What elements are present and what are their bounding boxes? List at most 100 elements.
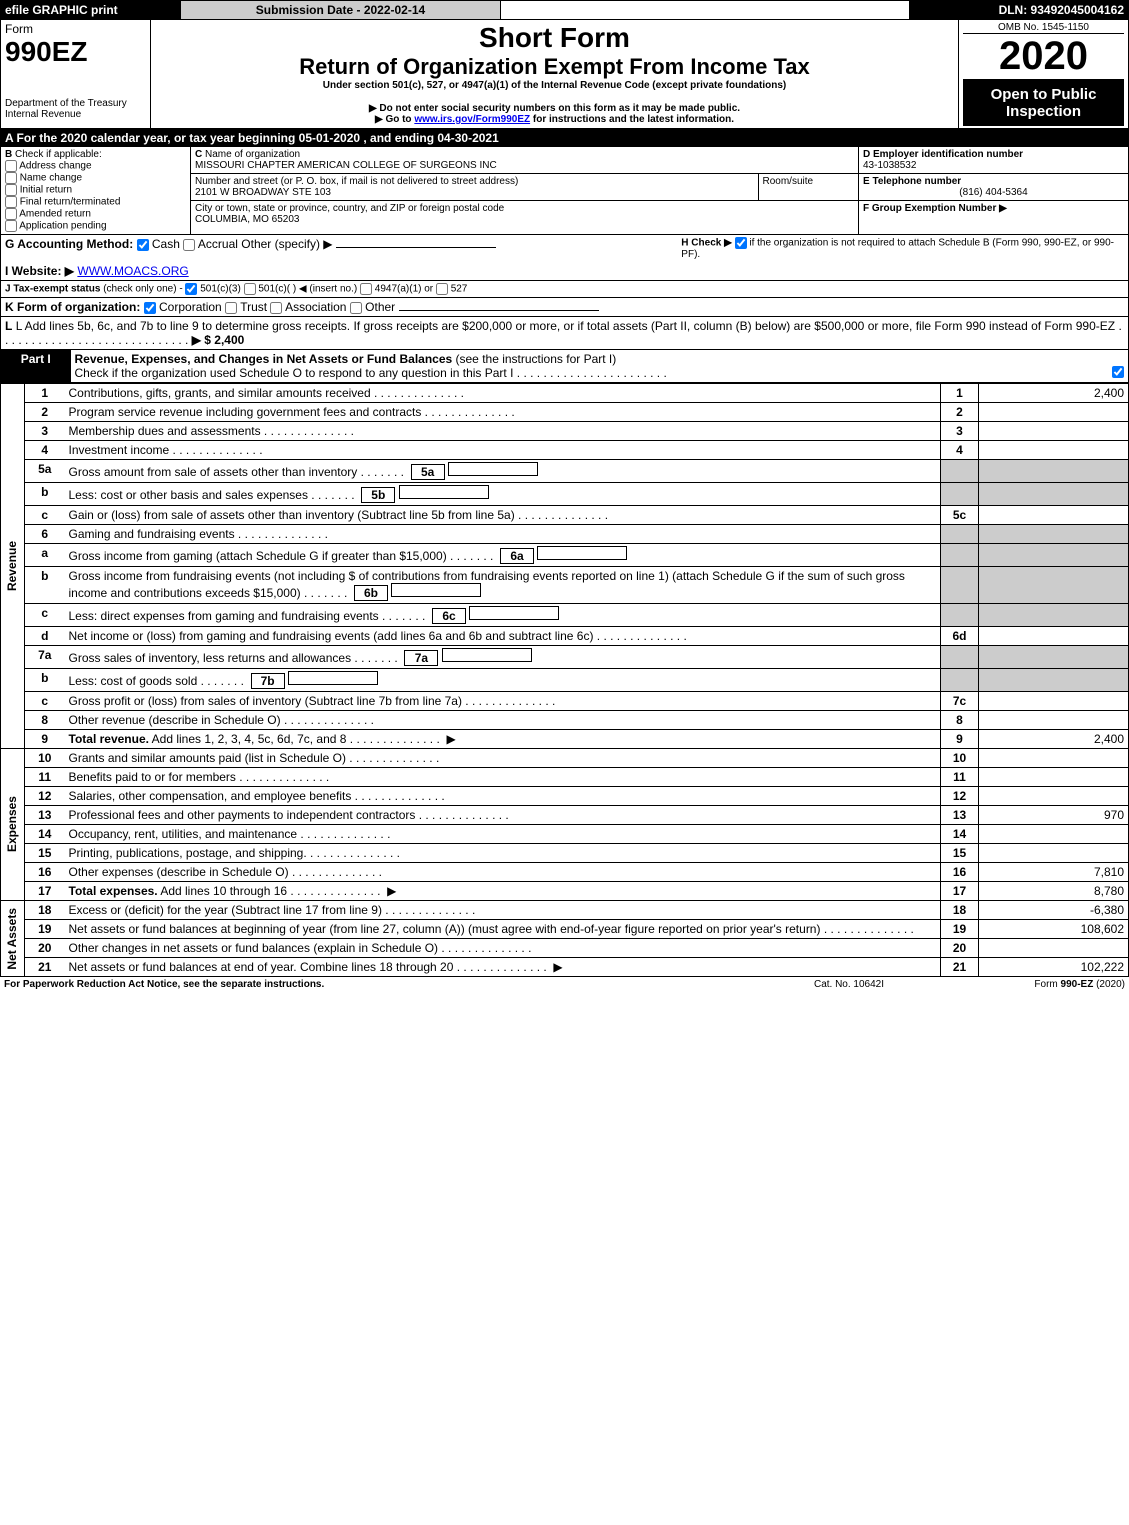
- line-value: [979, 525, 1129, 544]
- j-501c: 501(c)( ) ◀ (insert no.): [258, 284, 357, 295]
- line-ref: 11: [941, 768, 979, 787]
- line-text: Gross income from gaming (attach Schedul…: [65, 544, 941, 567]
- line-text: Less: direct expenses from gaming and fu…: [65, 604, 941, 627]
- line-text: Other changes in net assets or fund bala…: [65, 939, 941, 958]
- line-text: Gross profit or (loss) from sales of inv…: [65, 692, 941, 711]
- cb-trust[interactable]: [225, 302, 237, 314]
- section-label: Expenses: [1, 749, 25, 901]
- cb-corp[interactable]: [144, 302, 156, 314]
- irs-link[interactable]: www.irs.gov/Form990EZ: [414, 114, 530, 125]
- table-row: 21Net assets or fund balances at end of …: [1, 958, 1129, 977]
- line-number: 17: [25, 882, 65, 901]
- form-title: Return of Organization Exempt From Incom…: [155, 54, 954, 80]
- line-text: Professional fees and other payments to …: [65, 806, 941, 825]
- line-value: 7,810: [979, 863, 1129, 882]
- cb-527[interactable]: [436, 283, 448, 295]
- footer-cat: Cat. No. 10642I: [749, 977, 949, 992]
- cb-part1-schedo[interactable]: [1112, 366, 1124, 378]
- opt-amended: Amended return: [5, 208, 186, 220]
- h-pre: H Check ▶: [681, 238, 731, 249]
- j-527: 527: [451, 284, 468, 295]
- l-amount: ▶ $ 2,400: [192, 333, 245, 347]
- opt-address-change: Address change: [5, 160, 186, 172]
- tax-year: 2020: [963, 34, 1124, 80]
- line-ref: 8: [941, 711, 979, 730]
- line-text: Net assets or fund balances at end of ye…: [65, 958, 941, 977]
- line-ref: 13: [941, 806, 979, 825]
- table-row: 12Salaries, other compensation, and empl…: [1, 787, 1129, 806]
- cb-other-org[interactable]: [350, 302, 362, 314]
- other-label: Other (specify) ▶: [241, 237, 332, 251]
- k-label: K Form of organization:: [5, 300, 140, 314]
- section-label: Revenue: [1, 384, 25, 749]
- line-number: 13: [25, 806, 65, 825]
- line-text: Gaming and fundraising events . . . . . …: [65, 525, 941, 544]
- line-value: [979, 768, 1129, 787]
- line-ref: [941, 460, 979, 483]
- cb-amended[interactable]: [5, 208, 17, 220]
- part1-check: Check if the organization used Schedule …: [75, 366, 514, 380]
- table-row: 8Other revenue (describe in Schedule O) …: [1, 711, 1129, 730]
- line-number: 3: [25, 422, 65, 441]
- line-value: 970: [979, 806, 1129, 825]
- line-number: b: [25, 669, 65, 692]
- line-ref: 17: [941, 882, 979, 901]
- line-value: [979, 483, 1129, 506]
- cb-cash[interactable]: [137, 239, 149, 251]
- line-ref: 18: [941, 901, 979, 920]
- table-row: 5aGross amount from sale of assets other…: [1, 460, 1129, 483]
- line-text: Gain or (loss) from sale of assets other…: [65, 506, 941, 525]
- other-input[interactable]: [336, 247, 496, 248]
- line-value: [979, 646, 1129, 669]
- cb-final-return[interactable]: [5, 196, 17, 208]
- cb-4947[interactable]: [360, 283, 372, 295]
- table-row: 9Total revenue. Add lines 1, 2, 3, 4, 5c…: [1, 730, 1129, 749]
- cb-address-change[interactable]: [5, 160, 17, 172]
- cb-assoc[interactable]: [270, 302, 282, 314]
- line-value: 2,400: [979, 384, 1129, 403]
- top-bar: efile GRAPHIC print Submission Date - 20…: [0, 0, 1129, 20]
- cb-pending[interactable]: [5, 220, 17, 232]
- table-row: bLess: cost or other basis and sales exp…: [1, 483, 1129, 506]
- cb-501c3[interactable]: [185, 283, 197, 295]
- line-number: 16: [25, 863, 65, 882]
- line-value: 102,222: [979, 958, 1129, 977]
- table-row: bGross income from fundraising events (n…: [1, 567, 1129, 604]
- submission-date: Submission Date - 2022-02-14: [181, 1, 501, 20]
- line-value: 2,400: [979, 730, 1129, 749]
- cb-name-change[interactable]: [5, 172, 17, 184]
- table-row: Expenses10Grants and similar amounts pai…: [1, 749, 1129, 768]
- short-form: Short Form: [155, 22, 954, 54]
- line-number: 2: [25, 403, 65, 422]
- k-other: Other: [365, 300, 395, 314]
- table-row: cGross profit or (loss) from sales of in…: [1, 692, 1129, 711]
- website-link[interactable]: WWW.MOACS.ORG: [77, 264, 188, 278]
- part1-table: Revenue1Contributions, gifts, grants, an…: [0, 383, 1129, 977]
- line-ref: 12: [941, 787, 979, 806]
- line-value: [979, 825, 1129, 844]
- line-number: 12: [25, 787, 65, 806]
- line-text: Grants and similar amounts paid (list in…: [65, 749, 941, 768]
- line-ref: 14: [941, 825, 979, 844]
- cb-h[interactable]: [735, 237, 747, 249]
- f-label: F Group Exemption Number ▶: [863, 203, 1007, 214]
- k-other-input[interactable]: [399, 310, 599, 311]
- line-ref: [941, 646, 979, 669]
- line-ref: 4: [941, 441, 979, 460]
- part1-label: Part I: [1, 350, 71, 383]
- k-trust: Trust: [240, 300, 267, 314]
- table-row: 16Other expenses (describe in Schedule O…: [1, 863, 1129, 882]
- cb-initial-return[interactable]: [5, 184, 17, 196]
- irs-label: Internal Revenue: [5, 109, 146, 120]
- line-text: Occupancy, rent, utilities, and maintena…: [65, 825, 941, 844]
- table-row: 14Occupancy, rent, utilities, and mainte…: [1, 825, 1129, 844]
- table-row: 2Program service revenue including gover…: [1, 403, 1129, 422]
- line-ref: [941, 544, 979, 567]
- line-text: Gross amount from sale of assets other t…: [65, 460, 941, 483]
- cb-accrual[interactable]: [183, 239, 195, 251]
- e-label: E Telephone number: [863, 176, 961, 187]
- cb-501c[interactable]: [244, 283, 256, 295]
- g-label: G Accounting Method:: [5, 237, 133, 251]
- line-text: Gross income from fundraising events (no…: [65, 567, 941, 604]
- phone-value: (816) 404-5364: [863, 187, 1124, 198]
